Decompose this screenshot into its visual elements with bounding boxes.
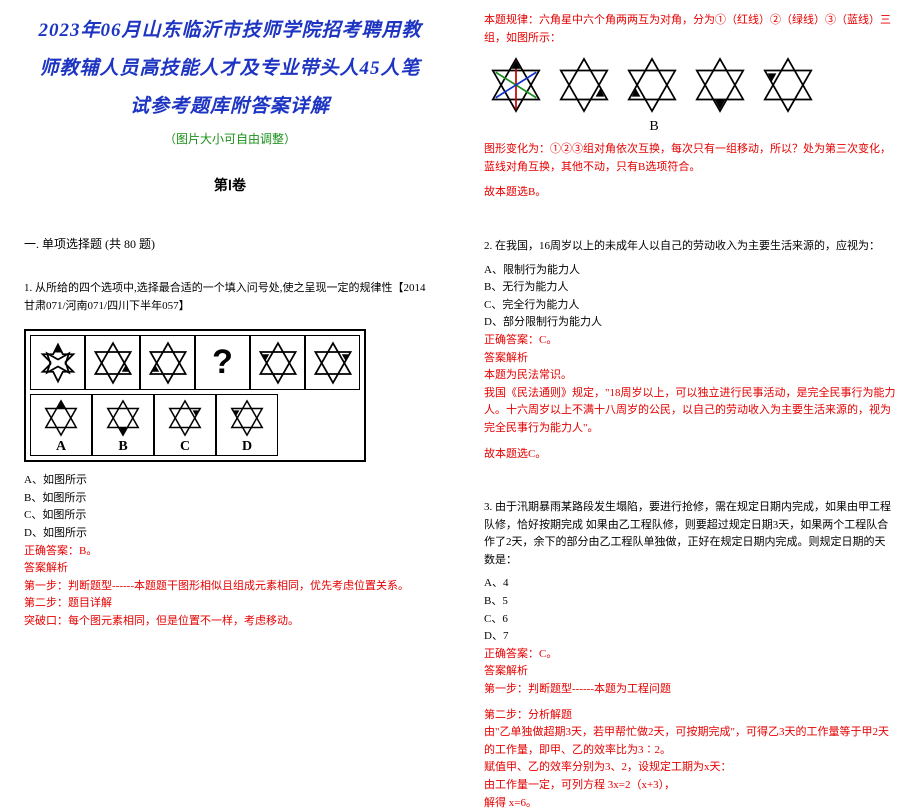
q3-exp-label: 答案解析 — [484, 663, 896, 681]
star-cell — [85, 335, 140, 390]
q2-exp-1: 本题为民法常识。 — [484, 367, 896, 385]
q1-answer-label: 正确答案：B。 — [24, 543, 436, 561]
star-cell — [30, 335, 85, 390]
q1-opt-c: C、如图所示 — [24, 507, 436, 525]
q2-opt-c: C、完全行为能力人 — [484, 297, 896, 315]
q3-exp-2-title: 第二步：分析解题 — [484, 707, 896, 725]
q1-exp-label: 答案解析 — [24, 560, 436, 578]
col2-letter-b: B — [484, 119, 824, 135]
star-cell — [688, 53, 752, 117]
q1-figure: ? — [24, 329, 366, 462]
star-colored-cell — [484, 53, 548, 117]
q3-answer-label: 正确答案：C。 — [484, 646, 896, 664]
q1-exp-2: 第二步：题目详解 — [24, 595, 436, 613]
q1-opt-b: B、如图所示 — [24, 490, 436, 508]
qmark-cell: ? — [195, 335, 250, 390]
q2-opt-b: B、无行为能力人 — [484, 279, 896, 297]
q2-opt-d: D、部分限制行为能力人 — [484, 314, 896, 332]
col2-exp-block: 图形变化为：①②③组对角依次互换，每次只有一组移动，所以？处为第三次变化，蓝线对… — [484, 141, 896, 202]
subtitle: （图片大小可自由调整） — [24, 130, 436, 147]
q2-answer-block: 正确答案：C。 答案解析 本题为民法常识。 我国《民法通则》规定，"18周岁以上… — [484, 332, 896, 463]
q1-exp-3: 突破口：每个图元素相同，但是位置不一样，考虑移动。 — [24, 613, 436, 631]
q2-exp-3: 故本题选C。 — [484, 446, 896, 464]
q3-exp-4: 由工作量一定，可列方程 3x=2（x+3）， — [484, 777, 896, 795]
option-label: B — [118, 439, 127, 455]
star-cell — [620, 53, 684, 117]
question-mark-icon: ? — [212, 343, 233, 382]
q3-stem: 3. 由于汛期暴雨某路段发生塌陷，要进行抢修，需在规定日期内完成，如果由甲工程队… — [484, 499, 896, 569]
q1-opt-d: D、如图所示 — [24, 525, 436, 543]
q2-opt-a: A、限制行为能力人 — [484, 262, 896, 280]
q1-stem: 1. 从所给的四个选项中,选择最合适的一个填入问号处,使之呈现一定的规律性【20… — [24, 280, 436, 315]
star-cell — [140, 335, 195, 390]
q3-exp-1: 第一步：判断题型------本题为工程问题 — [484, 681, 896, 699]
col2-star-figure — [484, 53, 896, 117]
q3-opt-d: D、7 — [484, 628, 896, 646]
q1-exp-1: 第一步：判断题型------本题题干图形相似且组成元素相同，优先考虑位置关系。 — [24, 578, 436, 596]
star-cell — [250, 335, 305, 390]
q3-options: A、4 B、5 C、6 D、7 — [484, 575, 896, 645]
title-line-2: 师教辅人员高技能人才及专业带头人45人笔 — [24, 50, 436, 88]
star-cell — [305, 335, 360, 390]
option-cell-a: A — [30, 394, 92, 456]
q3-exp-3: 赋值甲、乙的效率分别为3、2，设规定工期为x天： — [484, 759, 896, 777]
q3-exp-2: 由"乙单独做超期3天，若甲帮忙做2天，可按期完成"，可得乙3天的工作量等于甲2天… — [484, 724, 896, 759]
q2-options: A、限制行为能力人 B、无行为能力人 C、完全行为能力人 D、部分限制行为能力人 — [484, 262, 896, 332]
q1-options: A、如图所示 B、如图所示 C、如图所示 D、如图所示 — [24, 472, 436, 542]
q2-answer-label: 正确答案：C。 — [484, 332, 896, 350]
q1-opt-a: A、如图所示 — [24, 472, 436, 490]
right-column: 本题规律：六角星中六个角两两互为对角，分为①（红线）②（绿线）③（蓝线）三组，如… — [460, 0, 920, 651]
title-line-3: 试参考题库附答案详解 — [24, 88, 436, 126]
option-cell-c: C — [154, 394, 216, 456]
q1-option-row: A B C — [30, 394, 360, 456]
q2-exp-label: 答案解析 — [484, 350, 896, 368]
option-cell-d: D — [216, 394, 278, 456]
q3-opt-c: C、6 — [484, 611, 896, 629]
volume-heading: 第Ⅰ卷 — [24, 175, 436, 195]
star-cell — [756, 53, 820, 117]
option-label: D — [242, 439, 252, 455]
q3-opt-b: B、5 — [484, 593, 896, 611]
q3-exp-5: 解得 x=6。 — [484, 795, 896, 812]
q3-answer-block: 正确答案：C。 答案解析 第一步：判断题型------本题为工程问题 第二步：分… — [484, 646, 896, 812]
option-label: A — [56, 439, 66, 455]
q3-opt-a: A、4 — [484, 575, 896, 593]
star-cell — [552, 53, 616, 117]
col2-exp-2: 故本题选B。 — [484, 184, 896, 202]
option-label: C — [180, 439, 190, 455]
q1-answer-block: 正确答案：B。 答案解析 第一步：判断题型------本题题干图形相似且组成元素… — [24, 543, 436, 631]
title-line-1: 2023年06月山东临沂市技师学院招考聘用教 — [24, 12, 436, 50]
left-column: 2023年06月山东临沂市技师学院招考聘用教 师教辅人员高技能人才及专业带头人4… — [0, 0, 460, 651]
q2-stem: 2. 在我国，16周岁以上的未成年人以自己的劳动收入为主要生活来源的，应视为： — [484, 238, 896, 256]
q1-star-row: ? — [30, 335, 360, 390]
col2-rule: 本题规律：六角星中六个角两两互为对角，分为①（红线）②（绿线）③（蓝线）三组，如… — [484, 12, 896, 47]
title-block: 2023年06月山东临沂市技师学院招考聘用教 师教辅人员高技能人才及专业带头人4… — [24, 12, 436, 147]
main-title: 2023年06月山东临沂市技师学院招考聘用教 师教辅人员高技能人才及专业带头人4… — [24, 12, 436, 126]
col2-exp-1: 图形变化为：①②③组对角依次互换，每次只有一组移动，所以？处为第三次变化，蓝线对… — [484, 141, 896, 176]
option-cell-b: B — [92, 394, 154, 456]
section-1-heading: 一. 单项选择题 (共 80 题) — [24, 235, 436, 252]
q2-exp-2: 我国《民法通则》规定，"18周岁以上，可以独立进行民事活动，是完全民事行为能力人… — [484, 385, 896, 438]
